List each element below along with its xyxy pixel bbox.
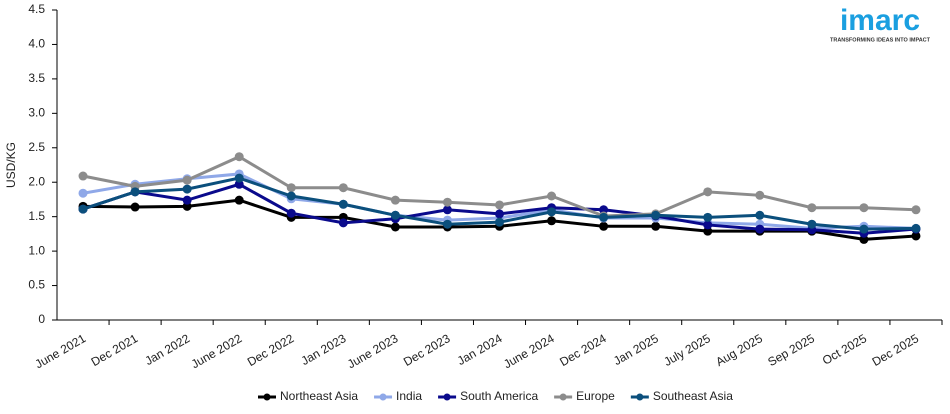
legend-item: South America bbox=[438, 389, 538, 403]
x-tick-label: Jan 2025 bbox=[611, 331, 661, 368]
data-point bbox=[859, 203, 869, 213]
data-point bbox=[599, 205, 609, 215]
x-tick-label: June 2024 bbox=[501, 331, 557, 371]
data-point bbox=[703, 220, 713, 230]
data-point bbox=[338, 183, 348, 193]
data-point bbox=[911, 231, 921, 241]
y-tick-label: 0.5 bbox=[28, 278, 45, 292]
data-point bbox=[911, 205, 921, 215]
data-point bbox=[338, 218, 348, 228]
data-point bbox=[390, 222, 400, 232]
data-point bbox=[390, 195, 400, 205]
data-point bbox=[182, 201, 192, 211]
x-tick-label: Dec 2024 bbox=[557, 331, 609, 369]
y-tick-label: 1.5 bbox=[28, 209, 45, 223]
legend-item: Europe bbox=[554, 389, 615, 403]
data-point bbox=[599, 212, 609, 222]
y-tick-label: 3.5 bbox=[28, 71, 45, 85]
legend-item: Southeast Asia bbox=[630, 389, 733, 403]
x-tick-label: Jan 2022 bbox=[142, 331, 192, 368]
data-point bbox=[234, 195, 244, 205]
data-point bbox=[755, 210, 765, 220]
data-point bbox=[651, 221, 661, 231]
data-point bbox=[599, 221, 609, 231]
data-point bbox=[495, 217, 504, 227]
legend-marker bbox=[379, 393, 387, 401]
data-point bbox=[807, 203, 817, 213]
data-point bbox=[234, 173, 244, 183]
data-point bbox=[442, 205, 452, 215]
data-point bbox=[130, 202, 140, 212]
x-tick-label: June 2021 bbox=[33, 331, 89, 371]
data-point bbox=[547, 207, 557, 217]
data-point bbox=[234, 152, 244, 162]
x-tick-label: June 2022 bbox=[189, 331, 245, 371]
data-point bbox=[547, 191, 557, 201]
data-point bbox=[286, 183, 296, 193]
data-point bbox=[703, 226, 713, 236]
data-point bbox=[442, 197, 452, 207]
data-point bbox=[495, 209, 504, 219]
y-tick-label: 0 bbox=[38, 312, 45, 326]
data-point bbox=[78, 188, 88, 198]
x-tick-label: Dec 2022 bbox=[245, 331, 297, 369]
data-point bbox=[651, 210, 661, 220]
legend-label: Southeast Asia bbox=[653, 389, 733, 403]
x-tick-label: Jan 2024 bbox=[455, 331, 505, 368]
legend-label: Northeast Asia bbox=[280, 389, 358, 403]
x-tick-label: Dec 2025 bbox=[870, 331, 922, 369]
data-point bbox=[495, 200, 504, 210]
data-point bbox=[182, 184, 192, 194]
data-point bbox=[859, 234, 869, 244]
data-point bbox=[807, 219, 817, 229]
data-point bbox=[390, 210, 400, 220]
data-point bbox=[286, 208, 296, 218]
data-point bbox=[78, 171, 88, 181]
data-point bbox=[703, 187, 713, 197]
x-tick-label: Oct 2025 bbox=[820, 331, 869, 368]
y-tick-label: 4.0 bbox=[28, 37, 45, 51]
y-axis-title: USD/KG bbox=[4, 142, 18, 188]
data-point bbox=[859, 224, 869, 234]
x-tick-label: Dec 2021 bbox=[89, 331, 141, 369]
x-tick-label: Dec 2023 bbox=[401, 331, 453, 369]
data-point bbox=[182, 175, 192, 185]
y-tick-label: 2.0 bbox=[28, 174, 45, 188]
legend-item: India bbox=[374, 389, 422, 403]
y-tick-label: 1.0 bbox=[28, 243, 45, 257]
data-point bbox=[78, 204, 88, 214]
x-tick-label: Sep 2025 bbox=[765, 331, 817, 369]
data-point bbox=[547, 216, 557, 226]
legend-label: Europe bbox=[576, 389, 615, 403]
data-point bbox=[755, 224, 765, 234]
legend-marker bbox=[559, 393, 567, 401]
data-point bbox=[286, 191, 296, 201]
x-tick-label: Aug 2025 bbox=[713, 331, 765, 369]
legend-label: India bbox=[396, 389, 422, 403]
data-point bbox=[911, 223, 921, 233]
data-point bbox=[234, 179, 244, 189]
legend-marker bbox=[443, 393, 451, 401]
x-tick-label: July 2025 bbox=[661, 331, 713, 369]
legend-label: South America bbox=[460, 389, 538, 403]
logo-name: imarc bbox=[840, 4, 920, 37]
legend-item: Northeast Asia bbox=[258, 389, 358, 403]
legend-marker bbox=[263, 393, 271, 401]
data-point bbox=[130, 187, 140, 197]
y-tick-label: 3.0 bbox=[28, 106, 45, 120]
data-point bbox=[442, 219, 452, 229]
logo-tagline: TRANSFORMING IDEAS INTO IMPACT bbox=[830, 37, 931, 43]
x-tick-label: Jan 2023 bbox=[299, 331, 349, 368]
x-tick-label: June 2023 bbox=[345, 331, 401, 371]
legend-marker bbox=[636, 393, 644, 401]
data-point bbox=[703, 212, 713, 222]
data-point bbox=[338, 199, 348, 209]
data-point bbox=[182, 195, 192, 205]
y-tick-label: 2.5 bbox=[28, 140, 45, 154]
y-tick-label: 4.5 bbox=[28, 2, 45, 16]
data-point bbox=[755, 190, 765, 200]
